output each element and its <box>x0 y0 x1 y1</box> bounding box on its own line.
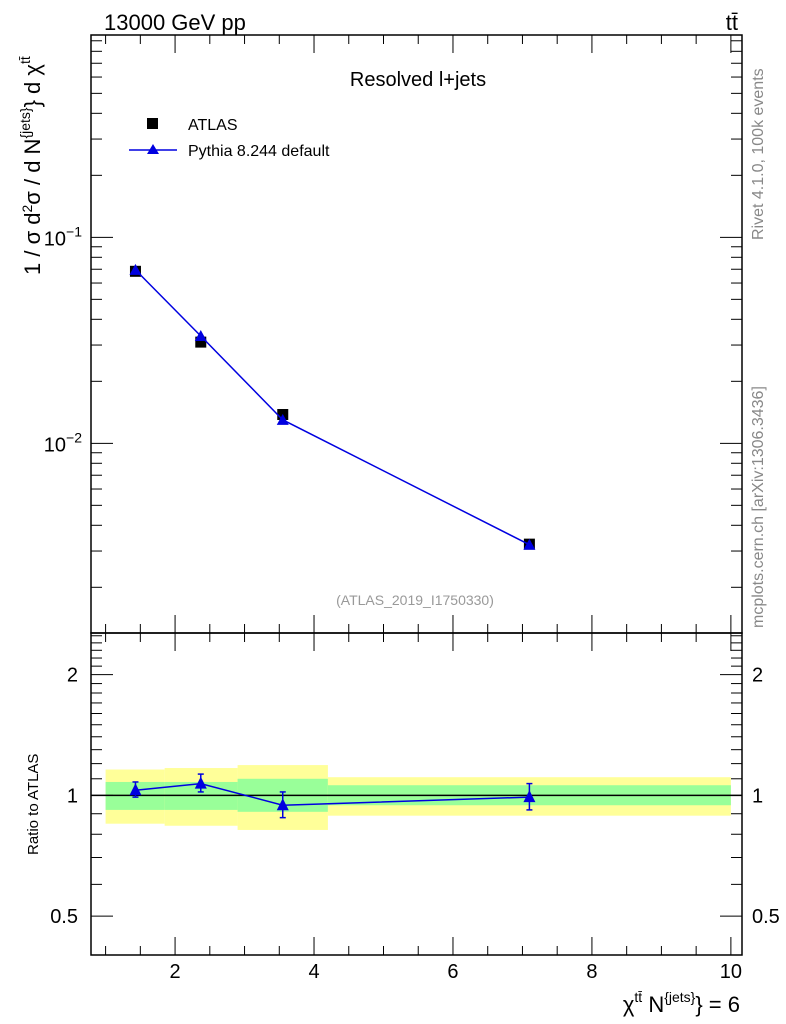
y-tick-label: 10−1 <box>44 223 82 250</box>
y-axis-label: 1 / σ d2σ / d N{jets}} d χtt̄ <box>17 56 45 275</box>
legend: ATLAS Pythia 8.244 default <box>129 117 330 160</box>
legend-pythia-label: Pythia 8.244 default <box>188 143 330 160</box>
main-plot: 2 4 6 8 10 10−1 10−2 <box>44 34 743 983</box>
pythia-data-point <box>276 413 289 425</box>
ratio-frame <box>90 632 743 956</box>
ratio-y-tick-label: 1 <box>67 785 78 807</box>
legend-atlas-label: ATLAS <box>188 117 238 134</box>
energy-label: 13000 GeV pp <box>104 10 246 35</box>
x-tick-label: 2 <box>170 961 181 983</box>
plot-title: Resolved l+jets <box>350 69 486 91</box>
ratio-plot: 0.5 0.5 1 1 2 2 <box>50 632 780 956</box>
ratio-data-point <box>523 790 536 803</box>
x-tick-label: 4 <box>308 961 319 983</box>
x-tick-label: 10 <box>720 961 742 983</box>
ratio-y-tick-label-right: 1 <box>752 785 763 807</box>
x-tick-label: 8 <box>586 961 597 983</box>
ratio-y-tick-label-right: 0.5 <box>752 906 780 928</box>
ratio-data-point <box>194 776 207 789</box>
process-label: tt̄ <box>726 10 738 35</box>
legend-pythia-marker <box>147 144 159 154</box>
x-tick-label: 6 <box>447 961 458 983</box>
legend-atlas-marker <box>147 118 158 129</box>
ratio-y-axis-label: Ratio to ATLAS <box>25 754 42 855</box>
ratio-line <box>135 782 530 806</box>
pythia-data-point <box>129 263 142 275</box>
mcplots-label: mcplots.cern.ch [arXiv:1306.3436] <box>750 386 767 628</box>
analysis-label: (ATLAS_2019_I1750330) <box>336 592 494 608</box>
pythia-line <box>134 269 530 546</box>
pythia-data-point <box>194 329 207 341</box>
ratio-y-tick-label-right: 2 <box>752 665 763 687</box>
ratio-data-point <box>129 783 142 796</box>
ratio-data-point <box>276 798 289 811</box>
ratio-y-tick-label: 0.5 <box>50 906 78 928</box>
y-tick-label: 10−2 <box>44 429 82 456</box>
atlas-data-point <box>195 336 207 348</box>
rivet-label: Rivet 4.1.0, 100k events <box>750 68 767 240</box>
ratio-y-tick-label: 2 <box>67 665 78 687</box>
x-axis-label: χtt̄ N{jets}} = 6 <box>623 989 740 1017</box>
pythia-data-point <box>523 538 536 550</box>
